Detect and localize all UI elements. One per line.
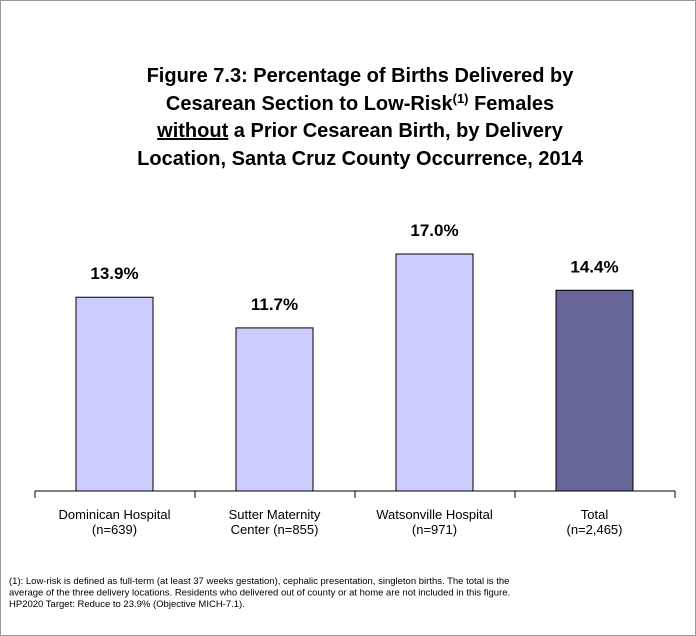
bar: [555, 289, 634, 492]
x-tick-label: (n=2,465): [566, 522, 622, 537]
title-part: a Prior Cesarean Birth, by Delivery: [228, 120, 563, 142]
chart-title: without a Prior Cesarean Birth, by Deliv…: [156, 120, 564, 142]
value-label: 11.7%: [251, 295, 298, 314]
title-part: Cesarean Section to Low-Risk: [166, 93, 454, 115]
value-label: 13.9%: [90, 264, 138, 283]
chart-title: Cesarean Section to Low-Risk(1) Females: [166, 91, 554, 115]
title-part: Females: [469, 93, 555, 115]
title-part: Figure 7.3: Percentage of Births Deliver…: [147, 65, 575, 87]
value-label: 14.4%: [570, 257, 618, 276]
x-tick-label: (n=971): [412, 522, 457, 537]
footnote: (1): Low-risk is defined as full-term (a…: [9, 576, 509, 587]
title-part: without: [156, 120, 228, 142]
x-tick-label: Watsonville Hospital: [376, 507, 493, 522]
x-tick-label: Total: [581, 507, 609, 522]
footnote: HP2020 Target: Reduce to 23.9% (Objectiv…: [9, 599, 245, 610]
footnote: average of the three delivery locations.…: [9, 588, 510, 599]
chart-title: Location, Santa Cruz County Occurrence, …: [137, 148, 584, 170]
x-tick-label: Dominican Hospital: [59, 507, 171, 522]
x-tick-label: Center (n=855): [231, 522, 319, 537]
x-tick-label: (n=639): [92, 522, 137, 537]
title-part: Location, Santa Cruz County Occurrence, …: [137, 148, 584, 170]
x-tick-label: Sutter Maternity: [229, 507, 321, 522]
title-part: (1): [453, 91, 469, 106]
value-label: 17.0%: [410, 221, 458, 240]
bar: [235, 327, 314, 492]
chart-title: Figure 7.3: Percentage of Births Deliver…: [147, 65, 575, 87]
bar: [75, 296, 154, 492]
bar: [395, 253, 474, 492]
